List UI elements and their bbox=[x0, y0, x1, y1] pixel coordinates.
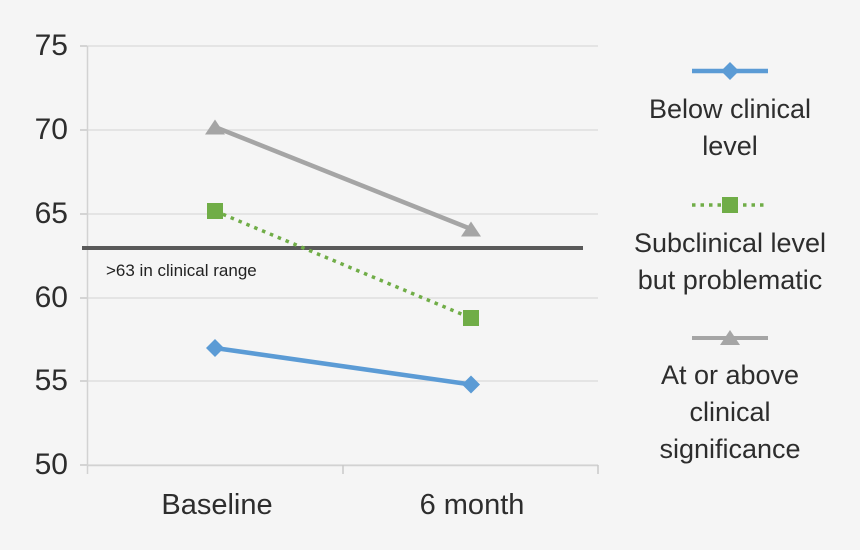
legend-label-subclinical: Subclinical level but problematic bbox=[633, 228, 827, 295]
legend-entry-below-clinical: Below clinical level bbox=[606, 58, 854, 165]
y-tick-label-65: 65 bbox=[34, 197, 68, 230]
y-tick-label-50: 50 bbox=[34, 448, 68, 481]
y-tick-label-60: 60 bbox=[34, 281, 68, 314]
legend-label-below-clinical: Below clinical level bbox=[648, 94, 812, 161]
y-tick-label-75: 75 bbox=[34, 29, 68, 62]
square-icon bbox=[722, 197, 738, 213]
legend-sample-gray-triangle bbox=[692, 330, 768, 345]
x-tick-label-baseline: Baseline bbox=[161, 489, 273, 521]
legend-entry-subclinical: Subclinical level but problematic bbox=[606, 192, 854, 299]
series-line-at-or-above bbox=[214, 124, 472, 232]
legend-entry-at-or-above: At or above clinical significance bbox=[606, 324, 854, 468]
square-marker-baseline bbox=[207, 203, 223, 219]
legend: Below clinical level Subclinical level b… bbox=[606, 0, 854, 550]
triangle-icon bbox=[720, 330, 740, 345]
x-axis-ticks bbox=[342, 465, 599, 474]
y-axis-ticks bbox=[80, 45, 87, 466]
legend-sample-blue-diamond bbox=[692, 62, 768, 80]
x-tick-label-6month: 6 month bbox=[419, 489, 525, 521]
reference-line-annotation: >63 in clinical range bbox=[106, 261, 257, 280]
gridlines bbox=[87, 45, 598, 466]
y-tick-label-55: 55 bbox=[34, 364, 68, 397]
series-line-below-clinical bbox=[214, 345, 472, 387]
series-line-subclinical bbox=[214, 209, 472, 320]
legend-label-at-or-above: At or above clinical significance bbox=[659, 360, 801, 464]
y-tick-label-70: 70 bbox=[34, 113, 68, 146]
diamond-marker-baseline bbox=[206, 339, 224, 357]
triangle-marker-baseline bbox=[205, 119, 225, 135]
triangle-marker-6month bbox=[461, 221, 481, 237]
diamond-marker-6month bbox=[462, 375, 480, 394]
square-marker-6month bbox=[463, 310, 479, 326]
legend-sample-green-square bbox=[692, 197, 768, 213]
diamond-icon bbox=[721, 62, 739, 80]
